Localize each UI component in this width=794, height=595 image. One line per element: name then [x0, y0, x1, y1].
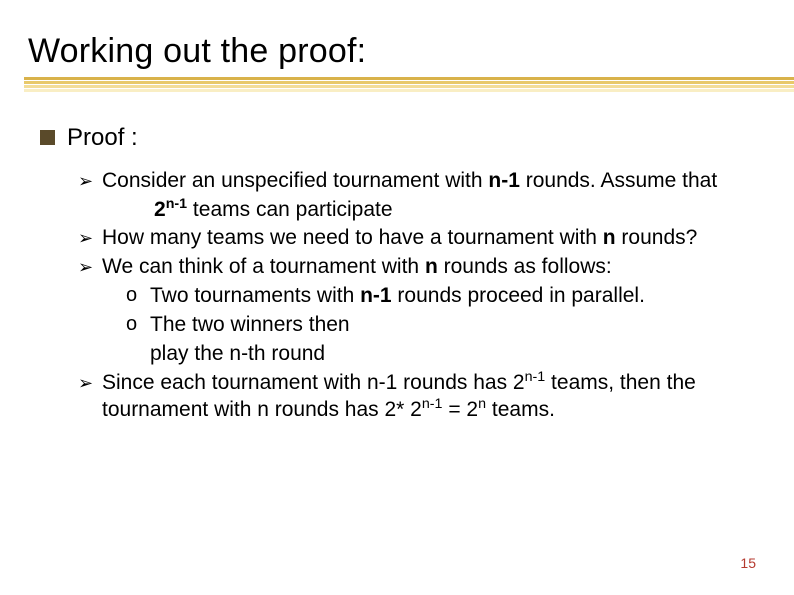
uline-4 [24, 89, 794, 92]
item-1-text: Consider an unspecified tournament with … [102, 168, 766, 195]
arrow-icon: ➢ [78, 170, 102, 193]
bullet-item-4: ➢ Since each tournament with n-1 rounds … [78, 370, 766, 424]
t: Consider an unspecified tournament with [102, 169, 488, 192]
t: rounds proceed in parallel. [392, 284, 645, 307]
bullet-item-2: ➢ How many teams we need to have a tourn… [78, 225, 766, 252]
sub-item-2: o The two winners then [126, 312, 766, 339]
item-2-text: How many teams we need to have a tournam… [102, 225, 766, 252]
t: rounds as follows: [438, 255, 612, 278]
bullet-item-3: ➢ We can think of a tournament with n ro… [78, 254, 766, 281]
bullet-item-1: ➢ Consider an unspecified tournament wit… [78, 168, 766, 195]
t: teams. [486, 398, 555, 421]
t: How many teams we need to have a tournam… [102, 226, 603, 249]
uline-1 [24, 77, 794, 80]
item-1-cont-text: 2n-1 teams can participate [154, 197, 766, 224]
title-underline [24, 77, 794, 97]
sub-item-2-cont: play the n-th round [150, 341, 766, 368]
arrow-icon: ➢ [78, 372, 102, 395]
slide-title: Working out the proof: [28, 32, 766, 71]
t-sup: n-1 [422, 396, 443, 412]
sub-item-2-text: The two winners then [150, 312, 766, 339]
t-sup: n-1 [525, 369, 546, 385]
t: teams can participate [187, 198, 392, 221]
arrow-icon: ➢ [78, 256, 102, 279]
t-bold: n [603, 226, 616, 249]
sub-item-1-text: Two tournaments with n-1 rounds proceed … [150, 283, 766, 310]
sub-item-1: o Two tournaments with n-1 rounds procee… [126, 283, 766, 310]
item-1-cont: 2n-1 teams can participate [154, 197, 766, 224]
t-sup: n [478, 396, 486, 412]
t: rounds. Assume that [520, 169, 717, 192]
proof-label: Proof : [67, 123, 766, 154]
t: We can think of a tournament with [102, 255, 425, 278]
t: rounds? [616, 226, 698, 249]
t-bold: n [425, 255, 438, 278]
t-bold: n-1 [488, 169, 520, 192]
t: = 2 [443, 398, 479, 421]
content: Proof : ➢ Consider an unspecified tourna… [28, 123, 766, 424]
proof-heading: Proof : [40, 123, 766, 154]
circle-bullet-icon: o [126, 312, 150, 338]
uline-2 [24, 81, 794, 84]
t: Two tournaments with [150, 284, 360, 307]
t: Since each tournament with n-1 rounds ha… [102, 371, 525, 394]
item-4-text: Since each tournament with n-1 rounds ha… [102, 370, 766, 424]
t-bold: n-1 [360, 284, 392, 307]
page-number: 15 [740, 555, 756, 571]
square-bullet-icon [40, 130, 55, 145]
t-sup: n-1 [166, 196, 187, 212]
t-bold: 2 [154, 198, 166, 221]
arrow-icon: ➢ [78, 227, 102, 250]
slide: Working out the proof: Proof : ➢ Conside… [0, 0, 794, 595]
uline-3 [24, 85, 794, 88]
item-3-text: We can think of a tournament with n roun… [102, 254, 766, 281]
sub-item-2-cont-text: play the n-th round [150, 341, 766, 368]
circle-bullet-icon: o [126, 283, 150, 309]
